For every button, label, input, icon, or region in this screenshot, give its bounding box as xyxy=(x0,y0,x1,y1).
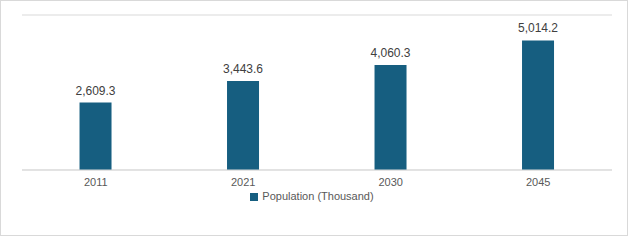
svg-text:2045: 2045 xyxy=(526,176,550,188)
svg-text:5,014.2: 5,014.2 xyxy=(518,21,558,35)
svg-text:2030: 2030 xyxy=(379,176,403,188)
svg-text:3,443.6: 3,443.6 xyxy=(223,62,263,76)
svg-text:2,609.3: 2,609.3 xyxy=(76,84,116,98)
html-text:Population (Thousand): Population (Thousand) xyxy=(262,190,374,202)
svg-text:2011: 2011 xyxy=(84,176,108,188)
svg-text:4,060.3: 4,060.3 xyxy=(371,46,411,60)
svg-text:2021: 2021 xyxy=(231,176,255,188)
